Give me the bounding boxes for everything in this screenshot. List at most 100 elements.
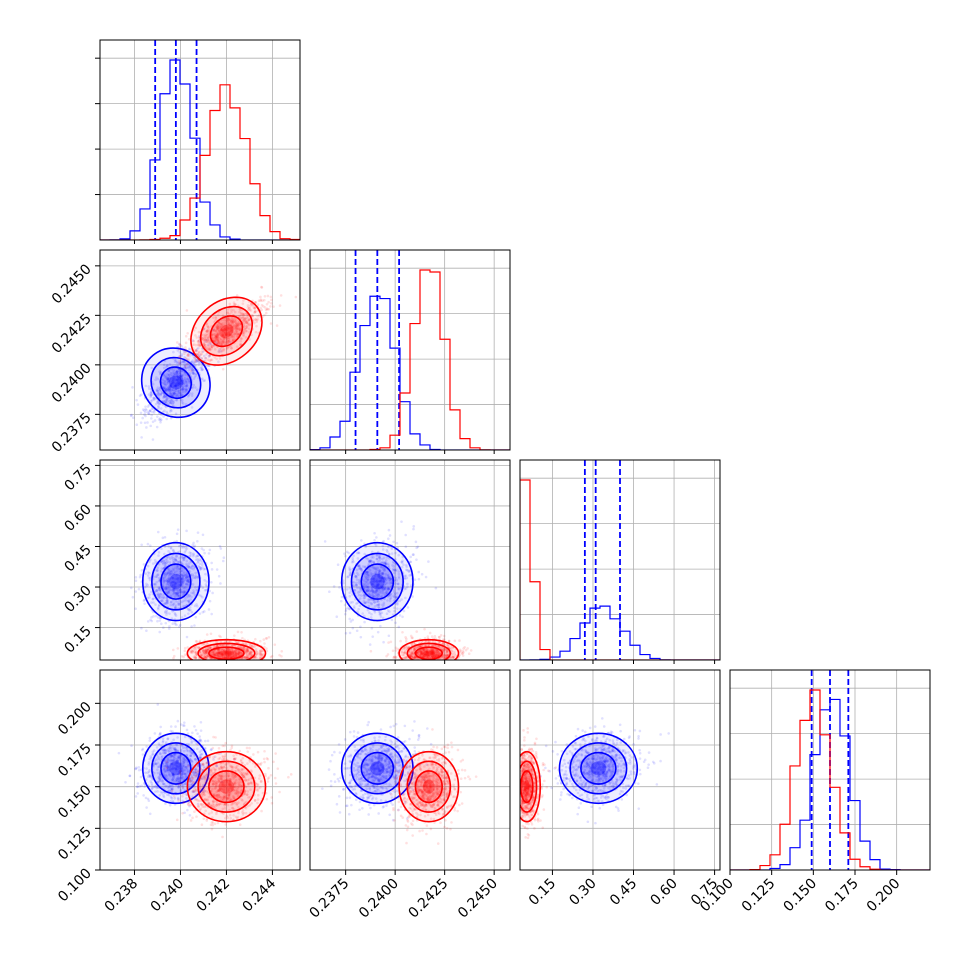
sample-point	[215, 323, 219, 327]
sample-point	[229, 323, 233, 327]
sample-point	[209, 647, 212, 650]
sample-point	[237, 651, 240, 655]
sample-point	[217, 574, 221, 578]
sample-point	[176, 601, 180, 604]
sample-point	[177, 380, 181, 384]
sample-point	[176, 381, 180, 384]
sample-point	[200, 357, 203, 360]
sample-point	[185, 562, 188, 566]
sample-point	[180, 546, 184, 549]
sample-point	[187, 347, 191, 351]
sample-point	[172, 583, 175, 587]
sample-point	[186, 575, 190, 579]
sample-point	[234, 331, 238, 335]
sample-point	[231, 651, 234, 654]
sample-point	[209, 657, 213, 660]
sample-point	[210, 345, 214, 348]
sample-point	[180, 654, 184, 658]
sample-point	[188, 813, 192, 817]
sample-point	[164, 376, 167, 379]
sample-point	[165, 378, 169, 382]
sample-point	[375, 536, 378, 539]
sample-point	[243, 656, 246, 659]
sample-point	[163, 563, 167, 567]
sample-point	[263, 645, 266, 649]
sample-point	[215, 342, 219, 345]
sample-point	[246, 649, 249, 653]
sample-point	[223, 651, 227, 655]
sample-point	[141, 753, 145, 756]
sample-point	[226, 656, 230, 659]
panel-1-1	[309, 249, 511, 454]
sample-point	[398, 614, 402, 617]
sample-point	[210, 827, 214, 831]
sample-point	[260, 649, 264, 652]
sample-point	[214, 319, 217, 322]
sample-point	[234, 303, 237, 306]
sample-point	[276, 767, 280, 770]
sample-point	[199, 567, 203, 571]
sample-point	[157, 595, 161, 599]
sample-point	[359, 625, 362, 629]
sample-point	[168, 376, 171, 379]
sample-point	[239, 651, 242, 655]
sample-point	[273, 776, 277, 780]
sample-point	[178, 351, 182, 354]
sample-point	[186, 353, 190, 357]
sample-point	[234, 654, 238, 657]
sample-point	[219, 325, 223, 329]
sample-point	[183, 551, 187, 554]
sample-point	[246, 650, 249, 653]
sample-point	[160, 391, 164, 394]
sample-point	[180, 577, 184, 581]
sample-point	[201, 595, 204, 599]
sample-point	[167, 579, 171, 582]
sample-point	[159, 372, 162, 375]
sample-point	[157, 393, 160, 396]
sample-point	[221, 314, 225, 317]
sample-point	[237, 653, 240, 657]
sample-point	[234, 653, 237, 656]
sample-point	[146, 596, 150, 600]
sample-point	[249, 650, 253, 653]
sample-point	[178, 374, 182, 378]
sample-point	[186, 579, 189, 583]
sample-point	[228, 653, 231, 657]
sample-point	[205, 329, 209, 333]
sample-point	[176, 578, 180, 582]
sample-point	[175, 539, 179, 543]
sample-point	[217, 655, 221, 659]
sample-point	[163, 395, 166, 399]
sample-point	[214, 652, 218, 656]
sample-point	[254, 650, 258, 653]
sample-point	[223, 341, 227, 345]
sample-point	[165, 375, 168, 379]
sample-point	[178, 361, 181, 365]
sample-point	[249, 302, 253, 306]
sample-point	[175, 371, 179, 375]
sample-point	[173, 595, 177, 598]
sample-point	[230, 308, 233, 312]
sample-point	[249, 304, 252, 307]
sample-point	[204, 656, 208, 660]
sample-point	[178, 345, 181, 349]
y-tick-label: 0.200	[55, 699, 95, 739]
sample-point	[165, 583, 169, 586]
sample-point	[172, 401, 175, 404]
sample-point	[254, 309, 257, 313]
sample-point	[162, 576, 165, 580]
sample-point	[225, 337, 229, 340]
sample-point	[203, 648, 207, 652]
sample-point	[269, 773, 273, 777]
sample-point	[167, 377, 170, 381]
sample-point	[163, 386, 166, 389]
sample-point	[214, 651, 218, 654]
sample-point	[188, 371, 192, 375]
sample-point	[176, 381, 180, 385]
sample-point	[251, 314, 254, 318]
sample-point	[232, 655, 235, 659]
sample-point	[229, 650, 232, 654]
sample-point	[238, 310, 241, 314]
sample-point	[174, 585, 178, 588]
sample-point	[169, 388, 173, 392]
